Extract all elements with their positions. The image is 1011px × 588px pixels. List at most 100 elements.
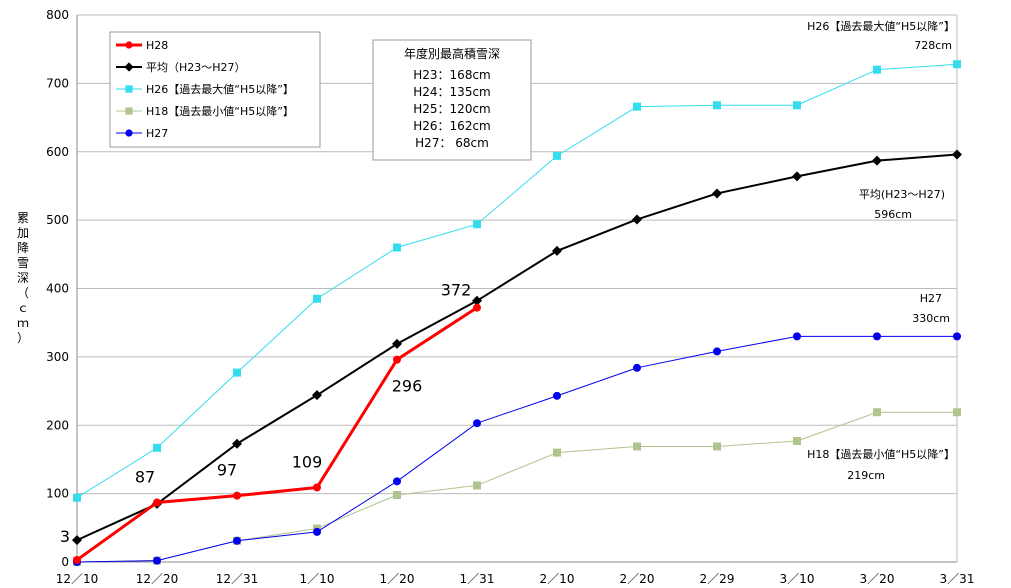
- x-tick-label: 2／29: [700, 572, 735, 586]
- legend: H28 平均（H23～H27） H26【過去最大値“H5以降”】 H18【過去最小値“…: [109, 31, 321, 148]
- y-tick-label: 700: [46, 76, 69, 90]
- series-4: [73, 332, 961, 566]
- y-axis-label-char: （: [17, 286, 29, 300]
- data-point: [792, 171, 802, 182]
- data-point: [313, 527, 321, 536]
- data-point: [125, 85, 133, 93]
- data-point: [952, 149, 962, 160]
- series-line: [76, 411, 957, 563]
- data-point: [153, 498, 161, 507]
- axes: 0 100 200 300 400 500 600 700 800 12／10 12／20 12／31…: [17, 8, 974, 586]
- x-tick-label: 1／20: [380, 572, 415, 586]
- x-tick-label: 12／31: [216, 572, 259, 586]
- series-line: [76, 63, 958, 499]
- y-axis-label-char: 深: [17, 271, 29, 285]
- legend-label: H26【過去最大値“H5以降”】: [146, 82, 294, 96]
- info-box-line: H27： 68cm: [415, 136, 489, 150]
- annotation-h26-value: 728cm: [914, 39, 952, 52]
- y-axis-label-char: 雪: [17, 256, 29, 270]
- legend-item: H27: [116, 127, 168, 140]
- data-point: [393, 355, 401, 364]
- info-box: 年度別最高積雪深 H23：168cm H24：135cm H25：120cm H…: [372, 39, 532, 161]
- legend-item: H18【過去最小値“H5以降”】: [116, 104, 294, 118]
- data-point: [313, 294, 321, 303]
- x-tick-label: 12／20: [136, 572, 179, 586]
- data-point: [953, 332, 961, 341]
- data-point: [153, 443, 161, 452]
- annotation-h27-title: H27: [920, 292, 942, 305]
- data-point: [953, 60, 961, 69]
- data-label: 109: [292, 452, 323, 471]
- y-axis-label-char: ｃ: [17, 301, 29, 315]
- y-axis-label-char: 降: [17, 241, 29, 255]
- data-point: [393, 243, 401, 252]
- info-box-line: H26：162cm: [413, 119, 491, 133]
- series-2: [73, 60, 961, 502]
- annotation-average-value: 596cm: [874, 208, 912, 221]
- series-lines: [72, 60, 962, 566]
- legend-item: H26【過去最大値“H5以降”】: [116, 82, 294, 96]
- series-line: [76, 153, 958, 542]
- data-point: [713, 101, 721, 110]
- data-point: [125, 107, 133, 115]
- legend-label: H27: [146, 127, 168, 140]
- y-axis-label-char: ）: [17, 331, 29, 345]
- data-point: [473, 419, 481, 428]
- data-point: [393, 490, 401, 499]
- data-point: [633, 102, 641, 111]
- info-box-line: H23：168cm: [413, 68, 491, 82]
- data-point: [633, 363, 641, 372]
- x-tick-label: 2／10: [540, 572, 575, 586]
- data-point: [125, 129, 133, 137]
- data-point: [473, 481, 481, 490]
- x-tick-label: 12／10: [56, 572, 99, 586]
- info-box-line: H24：135cm: [413, 85, 491, 99]
- series-0: [73, 303, 481, 564]
- data-point: [153, 556, 161, 565]
- legend-label: 平均（H23～H27）: [146, 61, 246, 74]
- legend-label: H18【過去最小値“H5以降”】: [146, 104, 294, 118]
- annotation-h27-value: 330cm: [912, 312, 950, 325]
- data-label: 3: [60, 527, 70, 546]
- info-box-frame: [372, 39, 532, 161]
- data-label: 372: [441, 281, 472, 300]
- y-tick-label: 300: [46, 350, 69, 364]
- x-tick-label: 3／31: [940, 572, 975, 586]
- series-3: [73, 408, 961, 566]
- info-box-title: 年度別最高積雪深: [404, 46, 500, 61]
- data-point: [873, 65, 881, 74]
- y-tick-label: 500: [46, 213, 69, 227]
- data-labels: 3 87 97 109 296 372: [60, 281, 471, 546]
- annotations: H26【過去最大値“H5以降”】 728cm 平均(H23～H27) 596cm…: [807, 19, 955, 482]
- data-point: [72, 535, 82, 546]
- data-label: 97: [217, 461, 237, 480]
- data-point: [873, 332, 881, 341]
- annotation-h18-title: H18【過去最小値“H5以降”】: [807, 447, 955, 461]
- data-point: [873, 408, 881, 417]
- legend-item: 平均（H23～H27）: [116, 61, 246, 74]
- data-point: [125, 41, 133, 49]
- y-tick-label: 100: [46, 487, 69, 501]
- legend-item: H28: [116, 39, 168, 52]
- data-point: [393, 477, 401, 486]
- data-point: [553, 391, 561, 400]
- data-point: [553, 448, 561, 457]
- data-point: [73, 555, 81, 564]
- data-point: [713, 442, 721, 451]
- data-point: [472, 295, 482, 306]
- series-1: [72, 149, 962, 546]
- data-point: [793, 436, 801, 445]
- data-point: [872, 155, 882, 166]
- legend-label: H28: [146, 39, 168, 52]
- y-axis-label-char: 加: [17, 226, 29, 240]
- y-tick-label: 600: [46, 145, 69, 159]
- annotation-h26-title: H26【過去最大値“H5以降”】: [807, 19, 955, 33]
- data-point: [233, 491, 241, 500]
- annotation-average-title: 平均(H23～H27): [859, 188, 945, 201]
- data-point: [124, 62, 134, 72]
- data-point: [392, 338, 402, 349]
- data-label: 87: [135, 468, 155, 487]
- legend-frame: [109, 31, 321, 148]
- data-point: [233, 368, 241, 377]
